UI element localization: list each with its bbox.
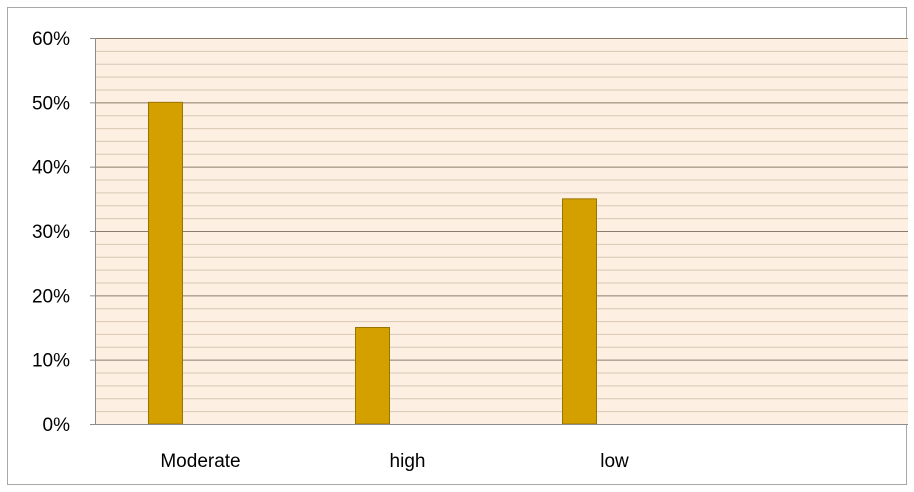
bar-high bbox=[355, 327, 390, 425]
y-tick-label: 50% bbox=[32, 93, 70, 114]
y-tick-label: 40% bbox=[32, 158, 70, 179]
gridlines bbox=[95, 38, 908, 413]
x-tick-label-moderate: Moderate bbox=[160, 451, 240, 472]
x-tick-labels: Moderate high low bbox=[160, 451, 629, 472]
y-tick-label: 60% bbox=[32, 29, 70, 50]
bar-low bbox=[562, 198, 597, 425]
y-tick-label: 30% bbox=[32, 222, 70, 243]
x-tick-label-low: low bbox=[600, 451, 629, 472]
x-tick-label-high: high bbox=[390, 451, 426, 472]
bars bbox=[148, 101, 597, 425]
y-tick-label: 0% bbox=[43, 415, 71, 436]
y-tick-label: 10% bbox=[32, 351, 70, 372]
bar-moderate bbox=[148, 101, 183, 425]
y-tick-labels: 0% 10% 20% 30% 40% 50% 60% bbox=[32, 29, 70, 436]
y-tick-label: 20% bbox=[32, 286, 70, 307]
chart-frame: 0% 10% 20% 30% 40% 50% 60% Moderate high low bbox=[7, 7, 908, 485]
axes bbox=[90, 38, 908, 425]
bar-chart: 0% 10% 20% 30% 40% 50% 60% Moderate high low bbox=[32, 29, 908, 472]
